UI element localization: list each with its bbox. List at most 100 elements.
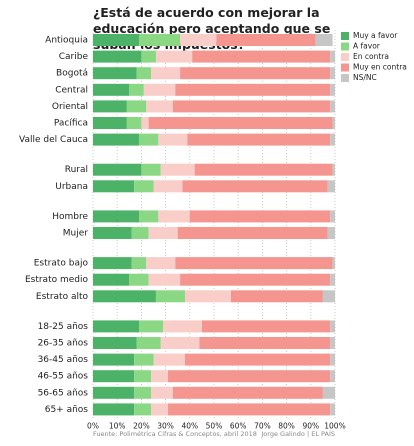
legend-swatch	[341, 42, 349, 51]
bar-segment	[136, 337, 161, 349]
y-tick-label: Estrato bajo	[34, 259, 89, 269]
bar-segment	[168, 403, 331, 416]
bar-segment	[330, 133, 335, 146]
bar-segment	[93, 100, 127, 113]
bar-segment	[160, 337, 200, 349]
bar-segment	[327, 227, 335, 239]
x-tick-label: 90%	[302, 421, 319, 430]
x-tick-label: 0%	[87, 421, 99, 430]
bar-segment	[93, 290, 156, 303]
bar-segment	[180, 273, 331, 286]
y-tick-label: Pacífica	[54, 119, 88, 129]
y-tick-label: Hombre	[52, 212, 88, 222]
bar-segment	[216, 34, 316, 46]
bar-segment	[180, 67, 331, 80]
legend-label: Muy a favor	[353, 31, 398, 40]
bar-segment	[93, 257, 132, 270]
bar-segment	[330, 67, 335, 80]
bar-segment	[134, 180, 154, 193]
bar-segment	[330, 83, 335, 96]
bar-segment	[332, 257, 335, 270]
bar-segment	[330, 320, 335, 333]
bar-segment	[138, 320, 164, 333]
bar-segment	[129, 273, 149, 286]
x-tick-label: 30%	[157, 421, 174, 430]
bar-segment	[199, 337, 331, 349]
bar-segment	[93, 180, 135, 193]
bar-segment	[93, 337, 137, 349]
bar-segment	[151, 386, 173, 399]
x-tick-label: 80%	[278, 421, 295, 430]
bar-segment	[93, 386, 135, 399]
bar-segment	[93, 370, 135, 383]
bar-segment	[138, 210, 159, 223]
y-tick-label: Oriental	[52, 102, 88, 112]
bar-segment	[189, 210, 331, 223]
y-tick-label: Mujer	[63, 229, 89, 239]
bar-segment	[330, 370, 335, 383]
x-tick-label: 10%	[109, 421, 126, 430]
bar-segment	[93, 320, 139, 333]
bar-segment	[134, 353, 154, 366]
bar-segment	[155, 290, 185, 303]
bar-segment	[148, 117, 333, 129]
bar-segment	[141, 50, 156, 63]
bar-segment	[93, 34, 139, 46]
bar-segment	[192, 50, 331, 63]
bar-segment	[158, 133, 188, 146]
bar-segment	[330, 403, 335, 416]
bar-segment	[330, 100, 335, 113]
bar-segment	[93, 353, 135, 366]
bar-segment	[330, 353, 335, 366]
bar-segment	[129, 83, 144, 96]
bar-segment	[322, 386, 335, 399]
bar-segment	[138, 133, 159, 146]
bar-segment	[327, 180, 335, 193]
bar-segment	[93, 133, 139, 146]
bar-segment	[184, 290, 231, 303]
bar-segment	[93, 273, 130, 286]
bar-segment	[153, 180, 183, 193]
bar-segment	[93, 67, 137, 80]
y-tick-label: 36-45 años	[38, 355, 89, 365]
legend-swatch	[341, 32, 349, 40]
bar-segment	[177, 227, 328, 239]
bar-segment	[134, 403, 152, 416]
x-tick-label: 50%	[206, 421, 223, 430]
bar-segment	[126, 117, 142, 129]
bar-segment	[172, 100, 331, 113]
y-tick-label: Estrato alto	[36, 292, 89, 302]
source: Fuente: Polimétrica Cifras & Conceptos, …	[93, 430, 257, 438]
bar-segment	[146, 100, 173, 113]
y-tick-label: 65+ años	[45, 405, 89, 415]
bar-segment	[330, 337, 335, 349]
bar-segment	[230, 290, 323, 303]
x-tick-label: 70%	[254, 421, 271, 430]
legend-label: A favor	[353, 42, 381, 51]
bar-segment	[153, 353, 185, 366]
y-tick-label: Caribe	[59, 52, 89, 62]
bar-segment	[148, 273, 181, 286]
bar-segment	[151, 370, 169, 383]
bar-segment	[141, 163, 161, 176]
x-tick-label: 40%	[181, 421, 198, 430]
bar-segment	[136, 67, 152, 80]
legend-swatch	[341, 53, 349, 61]
legend-swatch	[341, 63, 349, 72]
bar-segment	[168, 370, 331, 383]
bar-segment	[155, 50, 193, 63]
bar-segment	[148, 227, 178, 239]
bar-segment	[182, 180, 328, 193]
bar-segment	[134, 370, 152, 383]
y-tick-label: Central	[55, 85, 88, 95]
bar-segment	[172, 386, 323, 399]
y-tick-label: Estrato medio	[25, 275, 89, 285]
bar-segment	[93, 403, 135, 416]
bar-segment	[143, 83, 176, 96]
bar-segment	[146, 257, 176, 270]
legend-swatch	[341, 74, 349, 82]
bar-segment	[184, 353, 331, 366]
bar-segment	[332, 117, 335, 129]
y-tick-label: Antioquia	[45, 36, 88, 46]
